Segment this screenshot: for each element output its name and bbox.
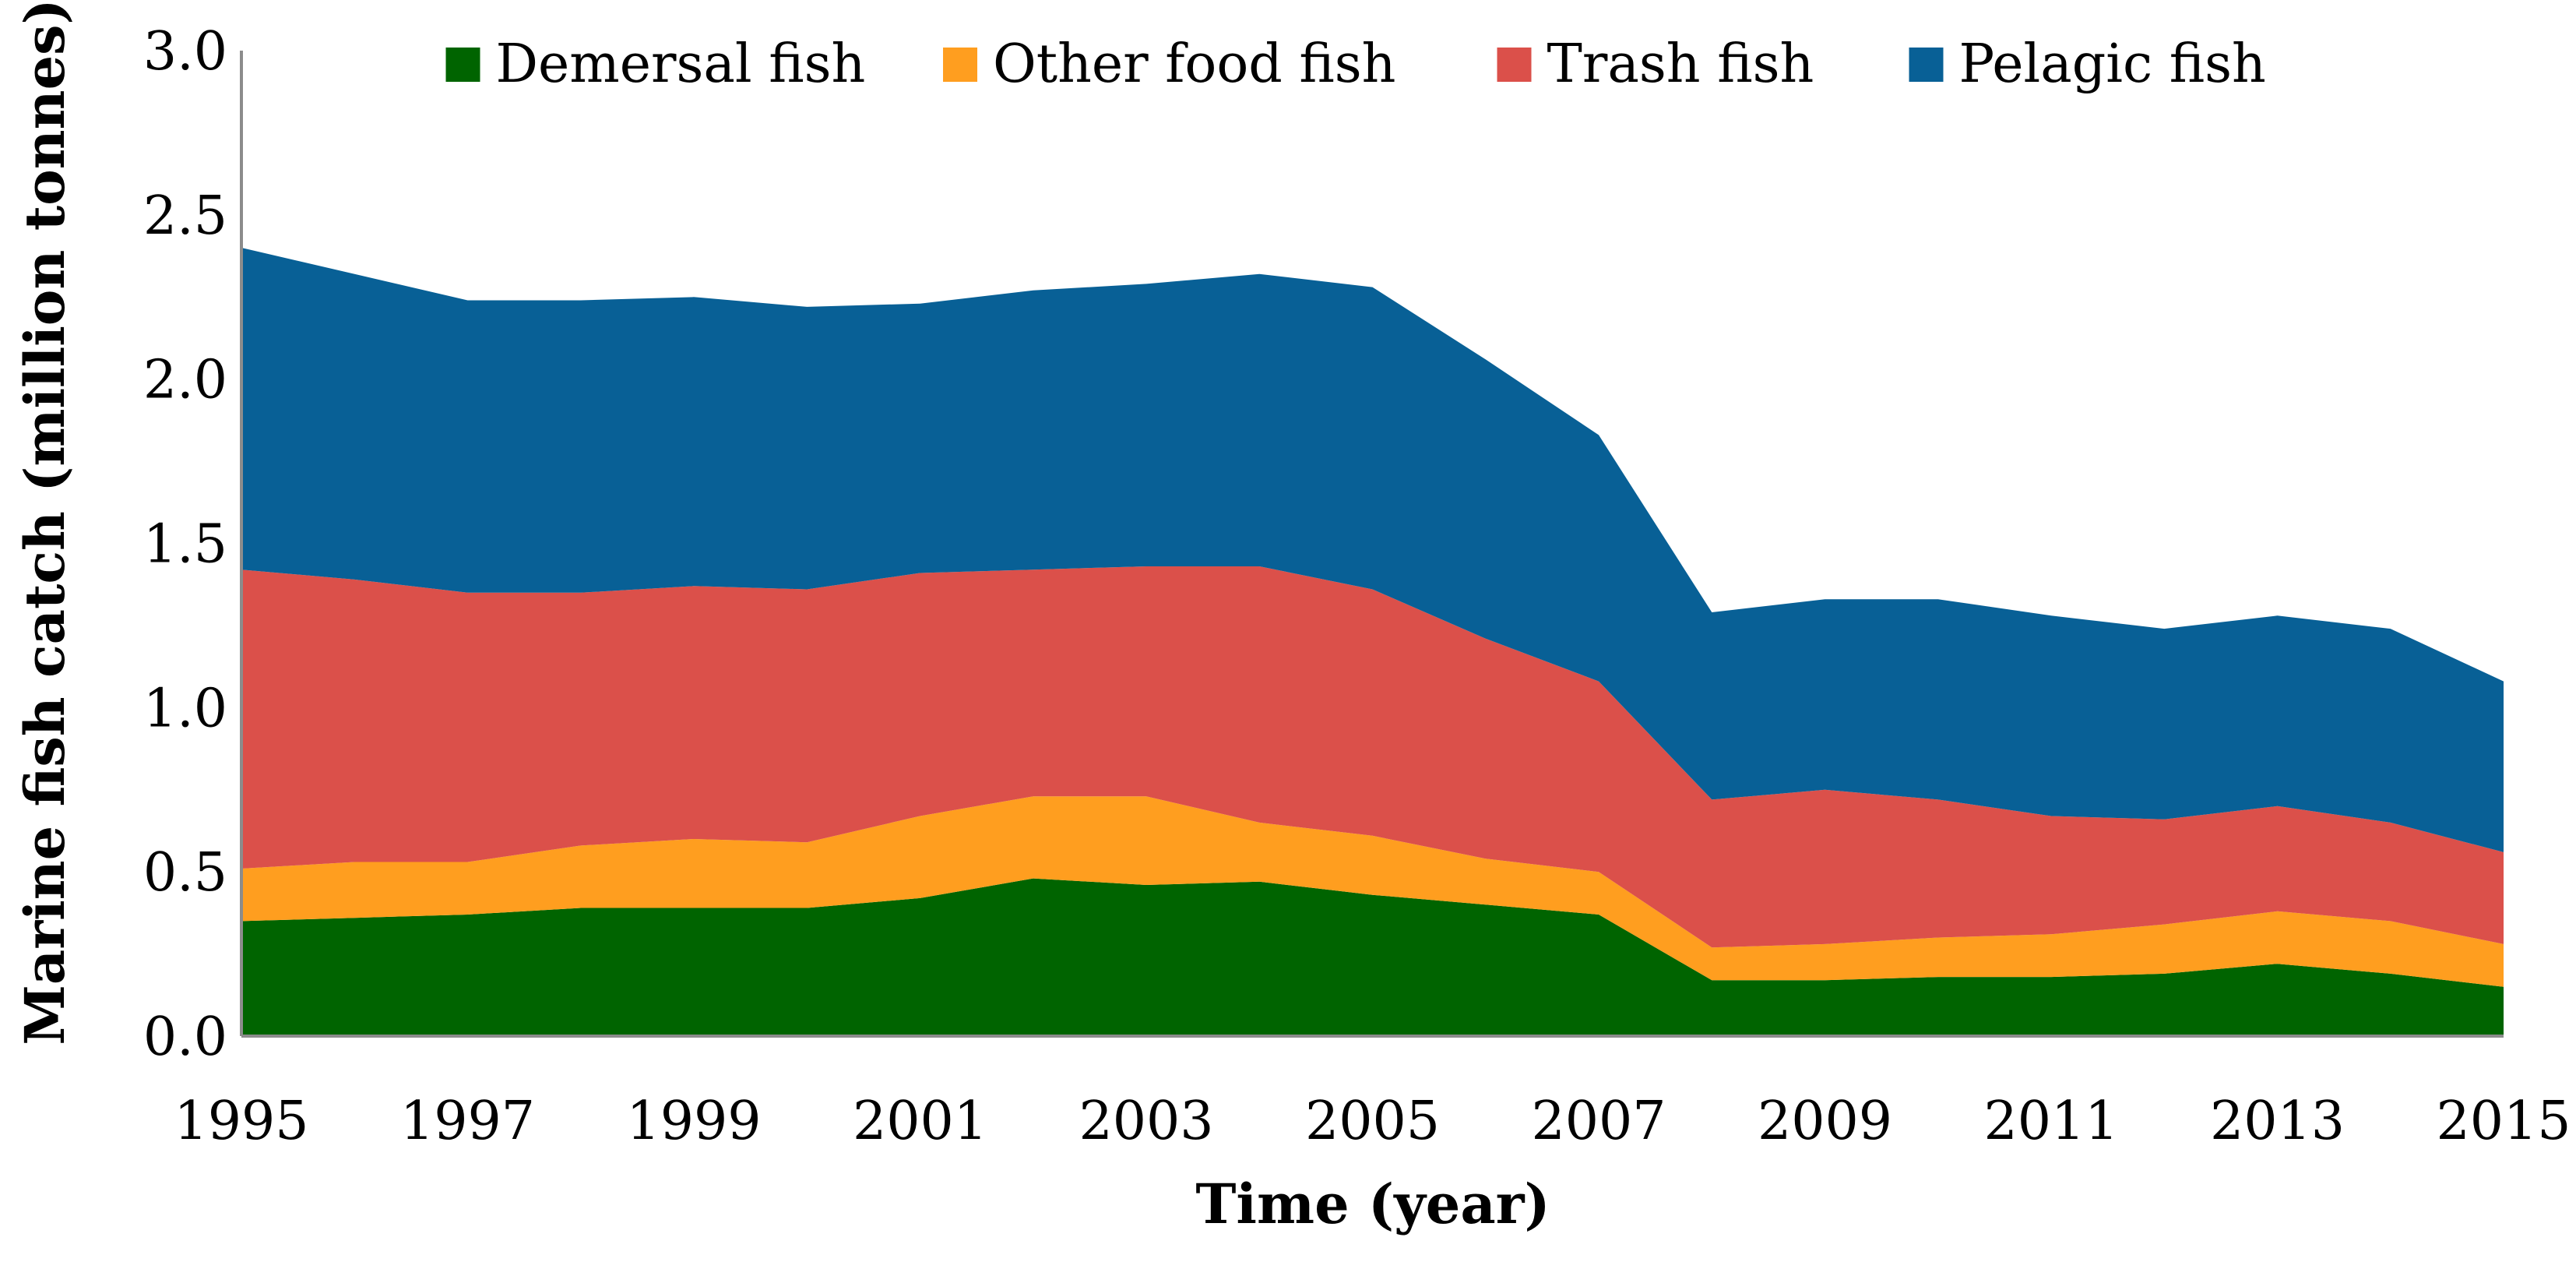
legend-swatch xyxy=(1909,48,1944,82)
legend: Demersal fish Other food fish Trash fish Pe… xyxy=(445,33,2266,95)
area-other-food-fish xyxy=(241,796,2504,987)
y-axis-ticks: 0.0 0.5 1.0 1.5 2.0 2.5 3.0 xyxy=(143,21,227,1068)
y-axis-title: Marine fish catch (million tonnes) xyxy=(12,0,77,1045)
legend-item-demersal-fish: Demersal fish xyxy=(445,33,866,95)
series-areas xyxy=(241,248,2504,1036)
y-tick-label: 1.0 xyxy=(143,678,227,739)
x-tick-label: 2003 xyxy=(1079,1091,1213,1152)
x-tick-label: 2001 xyxy=(853,1091,987,1152)
legend-swatch xyxy=(1497,48,1532,82)
legend-label: Trash fish xyxy=(1547,33,1814,95)
x-tick-label: 2015 xyxy=(2436,1091,2571,1152)
x-axis-ticks: 1995 1997 1999 2001 2003 2005 2007 2009 2011 2013… xyxy=(174,1091,2571,1152)
legend-item-pelagic-fish: Pelagic fish xyxy=(1909,33,2266,95)
area-pelagic-fish xyxy=(241,248,2504,852)
x-tick-label: 2009 xyxy=(1758,1091,1892,1152)
legend-swatch xyxy=(445,48,480,82)
y-tick-label: 3.0 xyxy=(143,21,227,83)
y-tick-label: 0.0 xyxy=(143,1006,227,1068)
x-tick-label: 1995 xyxy=(174,1091,308,1152)
x-tick-label: 2005 xyxy=(1305,1091,1440,1152)
x-axis-title: Time (year) xyxy=(1195,1172,1550,1236)
legend-label: Other food fish xyxy=(993,33,1395,95)
axes xyxy=(240,51,2504,1038)
x-tick-label: 2011 xyxy=(1983,1091,2118,1152)
legend-label: Demersal fish xyxy=(496,33,866,95)
legend-item-trash-fish: Trash fish xyxy=(1497,33,1814,95)
area-demersal-fish xyxy=(241,878,2504,1036)
y-tick-label: 1.5 xyxy=(143,514,227,576)
x-tick-label: 1999 xyxy=(626,1091,761,1152)
y-tick-label: 2.0 xyxy=(143,350,227,411)
x-tick-label: 1997 xyxy=(400,1091,535,1152)
x-tick-label: 2007 xyxy=(1531,1091,1666,1152)
legend-label: Pelagic fish xyxy=(1959,33,2266,95)
area-trash-fish xyxy=(241,566,2504,948)
legend-item-other-food-fish: Other food fish xyxy=(943,33,1395,95)
y-tick-label: 2.5 xyxy=(143,185,227,247)
y-tick-label: 0.5 xyxy=(143,842,227,904)
x-tick-label: 2013 xyxy=(2210,1091,2345,1152)
legend-swatch xyxy=(943,48,977,82)
